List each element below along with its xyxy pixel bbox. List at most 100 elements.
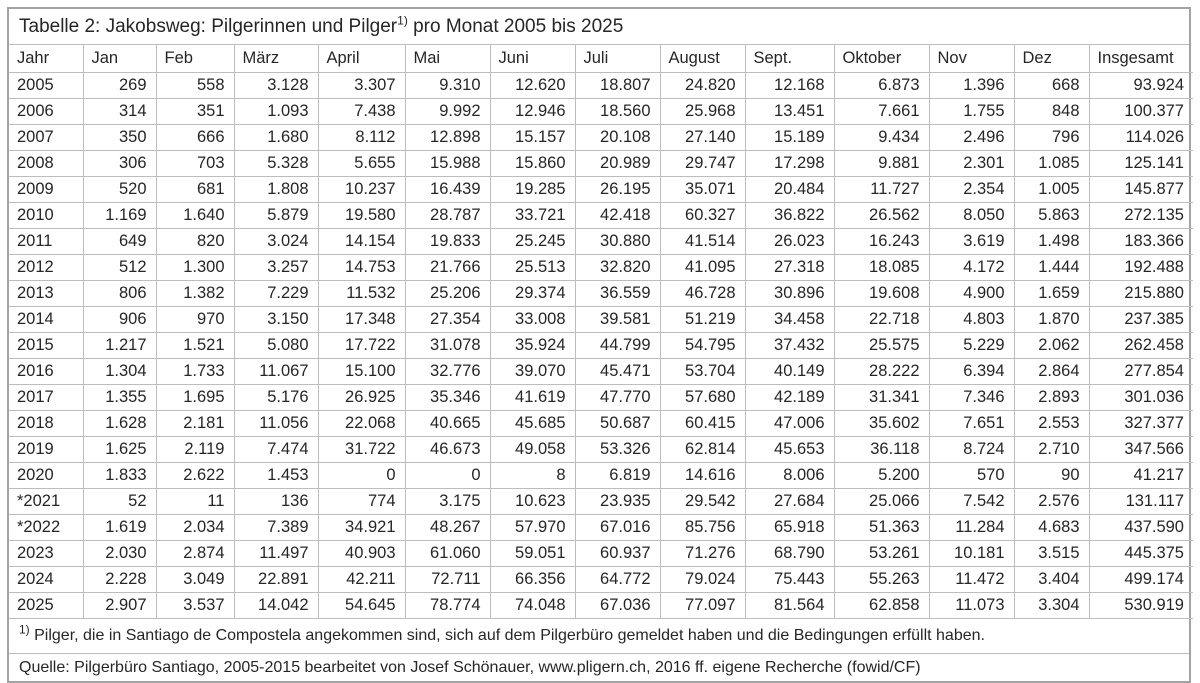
value-cell: 44.799: [574, 332, 660, 359]
year-cell: 2019: [9, 436, 83, 463]
value-cell: 530.919: [1088, 592, 1193, 619]
value-cell: 7.661: [833, 98, 929, 125]
year-cell: 2010: [9, 202, 83, 229]
year-cell: 2025: [9, 592, 83, 619]
header-row: Jahr Jan Feb März April Mai Juni Juli August Sept…: [9, 45, 1193, 73]
value-cell: 15.988: [404, 150, 490, 177]
value-cell: 1.444: [1013, 254, 1089, 281]
value-cell: 31.341: [833, 384, 929, 411]
value-cell: 25.206: [404, 280, 490, 307]
table-row: 2011 649 820 3.024 14.154 19.833 25.245 30.880 4…: [9, 228, 1193, 255]
value-cell: 558: [155, 72, 234, 99]
value-cell: 18.560: [574, 98, 660, 125]
value-cell: 26.195: [574, 176, 660, 203]
column-header: Jahr: [9, 45, 83, 73]
column-header: Juni: [489, 45, 575, 73]
value-cell: 1.521: [155, 332, 234, 359]
value-cell: 25.513: [489, 254, 575, 281]
value-cell: 20.989: [574, 150, 660, 177]
value-cell: 3.304: [1013, 592, 1089, 619]
value-cell: 15.189: [744, 124, 834, 151]
value-cell: 33.008: [489, 306, 575, 333]
value-cell: 8.006: [744, 462, 834, 489]
value-cell: 1.680: [233, 124, 318, 151]
value-cell: 68.790: [744, 540, 834, 567]
source-line: Quelle: Pilgerbüro Santiago, 2005-2015 b…: [19, 659, 921, 676]
table-row: 2008 306 703 5.328 5.655 15.988 15.860 20.989 29…: [9, 150, 1193, 177]
column-header: Nov: [928, 45, 1014, 73]
value-cell: 35.071: [659, 176, 745, 203]
value-cell: 5.655: [317, 150, 405, 177]
value-cell: 796: [1013, 124, 1089, 151]
value-cell: 41.095: [659, 254, 745, 281]
value-cell: 93.924: [1088, 72, 1193, 99]
value-cell: 45.471: [574, 358, 660, 385]
value-cell: 9.992: [404, 98, 490, 125]
value-cell: 6.819: [574, 462, 660, 489]
value-cell: 10.237: [317, 176, 405, 203]
value-cell: 970: [155, 306, 234, 333]
value-cell: 8.112: [317, 124, 405, 151]
footnote: 1) Pilger, die in Santiago de Compostela…: [9, 619, 1189, 654]
table-row: 2013 806 1.382 7.229 11.532 25.206 29.374 36.55…: [9, 280, 1193, 307]
value-cell: 1.695: [155, 384, 234, 411]
value-cell: 1.093: [233, 98, 318, 125]
value-cell: 4.803: [928, 306, 1014, 333]
value-cell: 9.310: [404, 72, 490, 99]
value-cell: 2.301: [928, 150, 1014, 177]
value-cell: 36.559: [574, 280, 660, 307]
column-header: Oktober: [833, 45, 929, 73]
table-row: 2014 906 970 3.150 17.348 27.354 33.008 39.581 5…: [9, 306, 1193, 333]
value-cell: 55.263: [833, 566, 929, 593]
table-row: 2006 314 351 1.093 7.438 9.992 12.946 18.560 25.…: [9, 98, 1193, 125]
value-cell: 26.925: [317, 384, 405, 411]
value-cell: 41.514: [659, 228, 745, 255]
value-cell: 848: [1013, 98, 1089, 125]
value-cell: 14.753: [317, 254, 405, 281]
value-cell: 46.673: [404, 436, 490, 463]
value-cell: 12.620: [489, 72, 575, 99]
value-cell: 0: [317, 462, 405, 489]
value-cell: 3.307: [317, 72, 405, 99]
value-cell: 1.625: [82, 436, 156, 463]
value-cell: 48.267: [404, 514, 490, 541]
value-cell: 72.711: [404, 566, 490, 593]
value-cell: 136: [233, 488, 318, 515]
value-cell: 3.404: [1013, 566, 1089, 593]
year-cell: *2022: [9, 514, 83, 541]
value-cell: 11.532: [317, 280, 405, 307]
value-cell: 668: [1013, 72, 1089, 99]
value-cell: 2.354: [928, 176, 1014, 203]
value-cell: 49.058: [489, 436, 575, 463]
year-cell: *2021: [9, 488, 83, 515]
pilgrims-per-month-table: Jahr Jan Feb März April Mai Juni Juli August Sept…: [9, 45, 1193, 619]
value-cell: 17.298: [744, 150, 834, 177]
value-cell: 8.050: [928, 202, 1014, 229]
value-cell: 52: [82, 488, 156, 515]
value-cell: 2.893: [1013, 384, 1089, 411]
table-body: 2005 269 558 3.128 3.307 9.310 12.620 18.807 24.…: [9, 72, 1193, 619]
value-cell: 1.005: [1013, 176, 1089, 203]
value-cell: 19.833: [404, 228, 490, 255]
value-cell: 512: [82, 254, 156, 281]
year-cell: 2013: [9, 280, 83, 307]
value-cell: 27.140: [659, 124, 745, 151]
value-cell: 85.756: [659, 514, 745, 541]
value-cell: 15.860: [489, 150, 575, 177]
value-cell: 14.154: [317, 228, 405, 255]
value-cell: 47.006: [744, 410, 834, 437]
value-cell: 37.432: [744, 332, 834, 359]
value-cell: 60.327: [659, 202, 745, 229]
value-cell: 774: [317, 488, 405, 515]
year-cell: 2009: [9, 176, 83, 203]
value-cell: 2.576: [1013, 488, 1089, 515]
table-row: 2009 520 681 1.808 10.237 16.439 19.285 26.195 3…: [9, 176, 1193, 203]
value-cell: 34.921: [317, 514, 405, 541]
value-cell: 2.710: [1013, 436, 1089, 463]
value-cell: 29.374: [489, 280, 575, 307]
value-cell: 7.229: [233, 280, 318, 307]
value-cell: 42.211: [317, 566, 405, 593]
value-cell: 46.728: [659, 280, 745, 307]
value-cell: 27.354: [404, 306, 490, 333]
value-cell: 145.877: [1088, 176, 1193, 203]
